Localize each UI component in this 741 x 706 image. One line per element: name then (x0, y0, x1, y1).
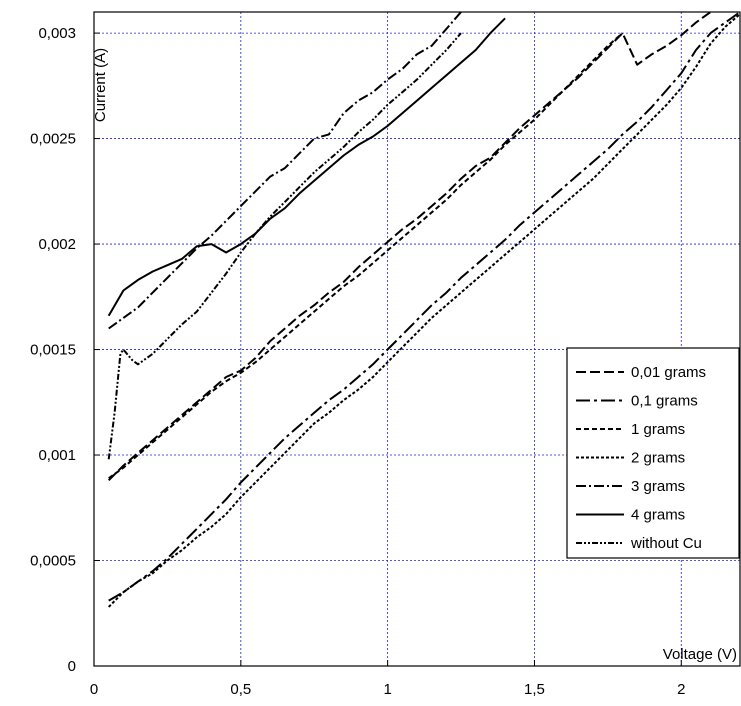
legend-entry-label: 4 grams (631, 507, 685, 524)
legend-entry-label: 0,01 grams (631, 364, 706, 381)
series-line (107, 12, 715, 482)
legend-box (566, 347, 740, 559)
series-line (108, 12, 462, 330)
series-lines (107, 12, 740, 608)
plot-frame (93, 11, 741, 667)
x-tick-label: 1 (383, 681, 391, 698)
x-tick-label: 2 (677, 681, 685, 698)
legend: 0,01 grams 0,1 grams 1 grams 2 grams 3 grams… (566, 347, 740, 559)
y-tick-label: 0,001 (38, 447, 76, 464)
series-line (107, 32, 462, 460)
x-tick-label: 0,5 (230, 681, 251, 698)
series-line (108, 32, 624, 480)
x-tick-label: 0 (90, 681, 98, 698)
x-axis-label: Voltage (V) (663, 646, 737, 663)
y-tick-label: 0,002 (38, 236, 76, 253)
y-tick-label: 0,003 (38, 25, 76, 42)
legend-entry-label: 2 grams (631, 450, 685, 467)
legend-entry-label: 0,1 grams (631, 393, 698, 410)
x-tick-label: 1,5 (524, 681, 545, 698)
legend-entry-label: 3 grams (631, 478, 685, 495)
y-tick-label: 0,0015 (30, 342, 76, 359)
axis-ticks: 0 0,5 1 1,5 2 0 0,0005 0,001 0,0015 0,002 0,0025 0,… (30, 25, 685, 698)
y-axis-label: Current (A) (92, 48, 109, 122)
legend-entry-label: without Cu (630, 535, 702, 552)
series-line (107, 17, 506, 317)
series-line (108, 12, 740, 602)
legend-entry-label: 1 grams (631, 421, 685, 438)
y-tick-label: 0,0025 (30, 131, 76, 148)
grid (94, 12, 740, 666)
series-line (107, 13, 740, 608)
y-tick-label: 0,0005 (30, 553, 76, 570)
y-tick-label: 0 (68, 658, 76, 675)
